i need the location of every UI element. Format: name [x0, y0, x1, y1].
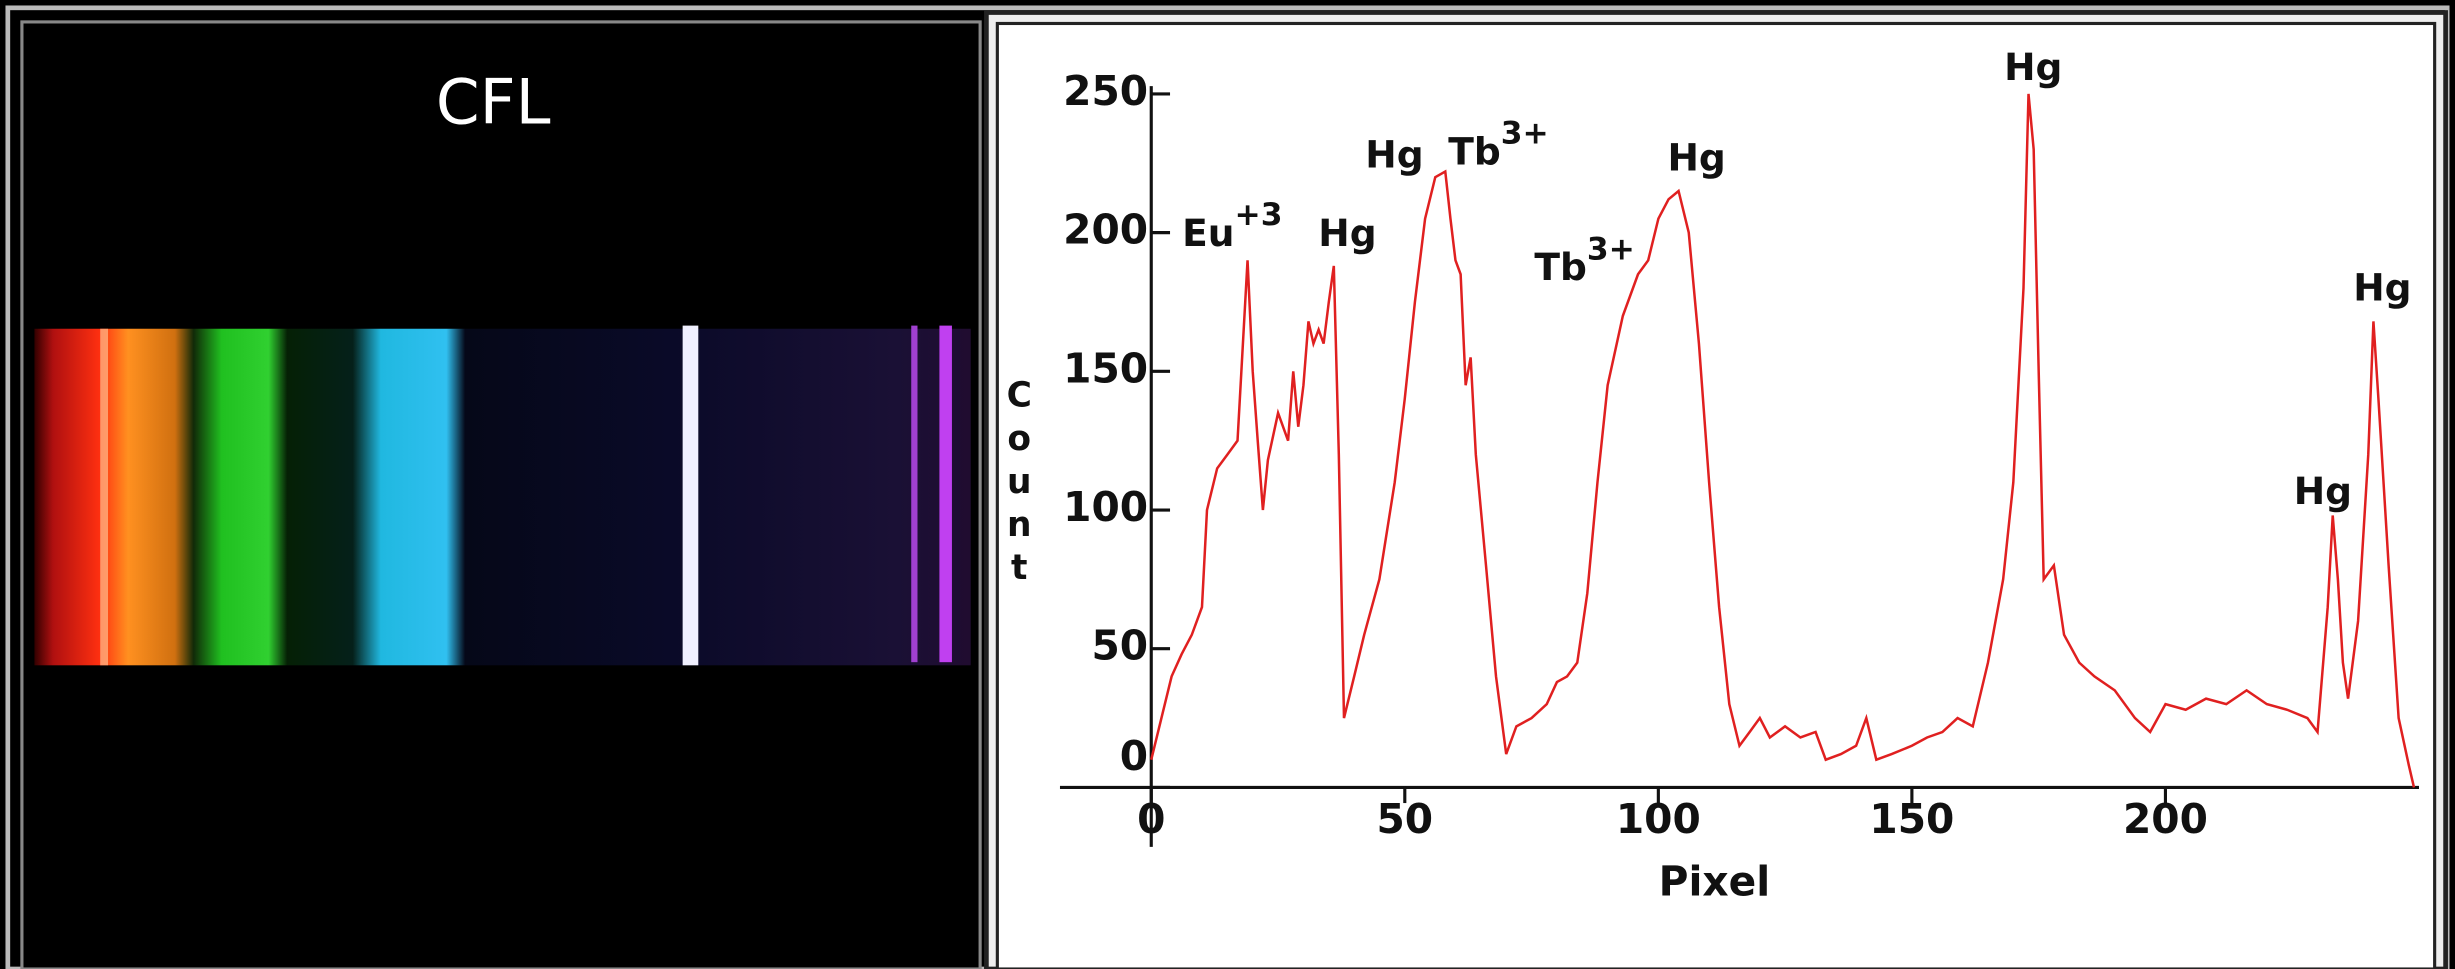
peak-label-text: Hg	[1667, 135, 1725, 179]
peak-label-text: Hg	[2004, 44, 2062, 88]
peak-label: Hg	[1365, 132, 1423, 176]
x-tick-label: 0	[1137, 795, 1165, 843]
y-tick-label: 100	[1063, 483, 1148, 531]
peak-label: Hg	[1318, 210, 1376, 254]
y-tick-label: 250	[1063, 67, 1148, 115]
spectrum	[34, 328, 971, 666]
x-axis-label: Pixel	[1659, 857, 1771, 905]
x-tick-label: 100	[1616, 795, 1701, 843]
spectral-line	[682, 325, 699, 666]
peak-label-text: Eu	[1182, 210, 1234, 254]
spectral-line	[100, 328, 109, 666]
peak-label-text: Hg	[1318, 210, 1376, 254]
spectral-line	[939, 325, 952, 663]
peak-label: Tb3+	[1534, 231, 1635, 288]
y-tick-label: 0	[1120, 732, 1148, 780]
peak-label-text: Hg	[1365, 132, 1423, 176]
peak-label-text: Tb	[1448, 129, 1501, 173]
panel-title: CFL	[436, 66, 551, 139]
x-tick-label: 150	[1869, 795, 1954, 843]
peak-label-text: Hg	[2294, 469, 2352, 513]
spectral-line	[911, 325, 918, 663]
peak-label-sup: +3	[1235, 197, 1283, 233]
data-line	[1150, 93, 2416, 788]
y-tick-label: 200	[1063, 206, 1148, 254]
x-tick-label: 50	[1376, 795, 1433, 843]
graph-panel	[995, 21, 2437, 969]
x-tick-label: 200	[2123, 795, 2208, 843]
y-axis-label: Count	[999, 376, 1039, 592]
peak-label: Tb3+	[1448, 116, 1549, 173]
peak-label: Hg	[2004, 44, 2062, 88]
peak-label: Eu+3	[1182, 197, 1282, 254]
y-tick-label: 150	[1063, 344, 1148, 392]
peak-label-sup: 3+	[1501, 116, 1549, 152]
peak-label: Hg	[2294, 469, 2352, 513]
peak-label-sup: 3+	[1587, 231, 1635, 267]
y-tick-label: 50	[1091, 622, 1148, 670]
peak-label-text: Hg	[2353, 265, 2411, 309]
peak-label: Hg	[1667, 135, 1725, 179]
peak-label-text: Tb	[1534, 245, 1587, 289]
peak-label: Hg	[2353, 265, 2411, 309]
